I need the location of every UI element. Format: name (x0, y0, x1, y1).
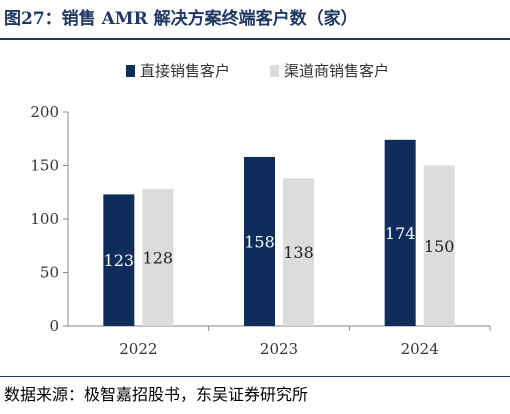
y-tick-label: 200 (30, 103, 59, 121)
y-tick-label: 100 (30, 210, 59, 228)
legend-swatch-1 (126, 65, 135, 77)
bar-channel-2024 (423, 165, 455, 326)
x-tick-label: 2024 (401, 340, 439, 358)
source-note: 数据来源：极智嘉招股书，东吴证券研究所 (4, 385, 309, 404)
data-label: 128 (143, 249, 174, 268)
title-divider (0, 38, 510, 40)
y-tick-label: 0 (49, 317, 59, 335)
data-label: 123 (104, 251, 135, 270)
figure-title: 图27：销售 AMR 解决方案终端客户数（家） (4, 9, 358, 29)
legend-label-2: 渠道商销售客户 (284, 62, 389, 80)
legend-swatch-2 (270, 65, 279, 77)
data-label: 138 (283, 243, 314, 262)
bar-direct-2024 (384, 139, 416, 326)
y-tick-label: 50 (40, 264, 59, 282)
data-label: 150 (424, 237, 455, 256)
data-label: 158 (244, 232, 275, 251)
bar-chart: 0 50 100 150 200 2022 123 128 2023 158 138 2024 174 1… (30, 62, 491, 358)
data-label: 174 (385, 224, 416, 243)
y-tick-label: 150 (30, 157, 59, 175)
bar-direct-2022 (103, 194, 135, 326)
bar-direct-2023 (244, 156, 275, 326)
x-tick-label: 2022 (119, 340, 157, 358)
legend-label-1: 直接销售客户 (140, 62, 230, 80)
bar-channel-2023 (283, 178, 314, 326)
bar-channel-2022 (142, 189, 174, 326)
source-divider (0, 376, 510, 377)
x-tick-label: 2023 (260, 340, 298, 358)
